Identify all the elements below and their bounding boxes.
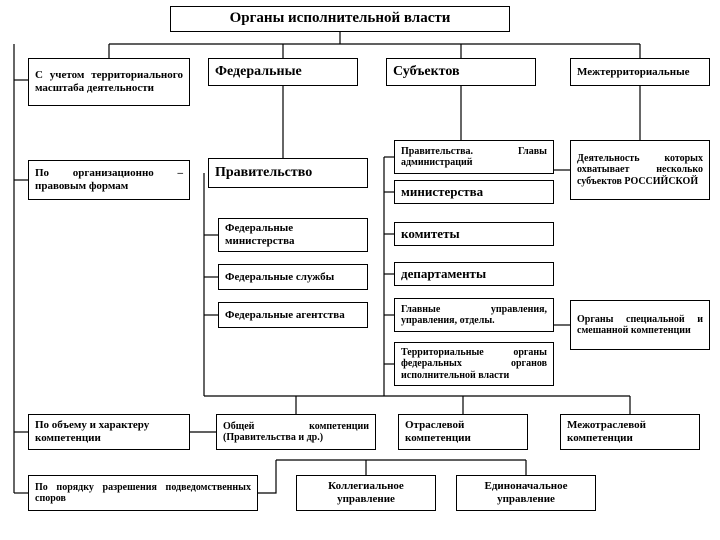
node-subj_dep: департаменты xyxy=(394,262,554,286)
node-right2: Деятельность которых охватывает нескольк… xyxy=(570,140,710,200)
node-fed_srv: Федеральные службы xyxy=(218,264,368,290)
node-row1_b: Федеральные xyxy=(208,58,358,86)
node-subj_terr: Территориальные органы федеральных орган… xyxy=(394,342,554,386)
node-row3_d: Межотраслевой компетенции xyxy=(560,414,700,450)
node-row3_b: Общей компетенции (Правительства и др.) xyxy=(216,414,376,450)
node-row1_d: Межтерриториальные xyxy=(570,58,710,86)
node-row1_a: С учетом территориального масштаба деяте… xyxy=(28,58,190,106)
node-left2: По организационно – правовым формам xyxy=(28,160,190,200)
node-row4_a: По порядку разрешения подведомственных с… xyxy=(28,475,258,511)
node-row3_c: Отраслевой компетенции xyxy=(398,414,528,450)
diagram-canvas: Органы исполнительной власти С учетом тер… xyxy=(0,0,720,540)
node-fed_min: Федеральные министерства xyxy=(218,218,368,252)
node-fed_ag: Федеральные агентства xyxy=(218,302,368,328)
node-row4_b: Коллегиальное управление xyxy=(296,475,436,511)
node-subj_kom: комитеты xyxy=(394,222,554,246)
node-subj_min: министерства xyxy=(394,180,554,204)
node-gov: Правительство xyxy=(208,158,368,188)
node-title: Органы исполнительной власти xyxy=(170,6,510,32)
node-row3_a: По объему и характеру компетенции xyxy=(28,414,190,450)
node-row1_c: Субъектов xyxy=(386,58,536,86)
node-right3: Органы специальной и смешанной компетенц… xyxy=(570,300,710,350)
node-row4_c: Единоначальное управление xyxy=(456,475,596,511)
node-subj_top: Правительства. Главы администраций xyxy=(394,140,554,174)
node-subj_upr: Главные управления, управления, отделы. xyxy=(394,298,554,332)
